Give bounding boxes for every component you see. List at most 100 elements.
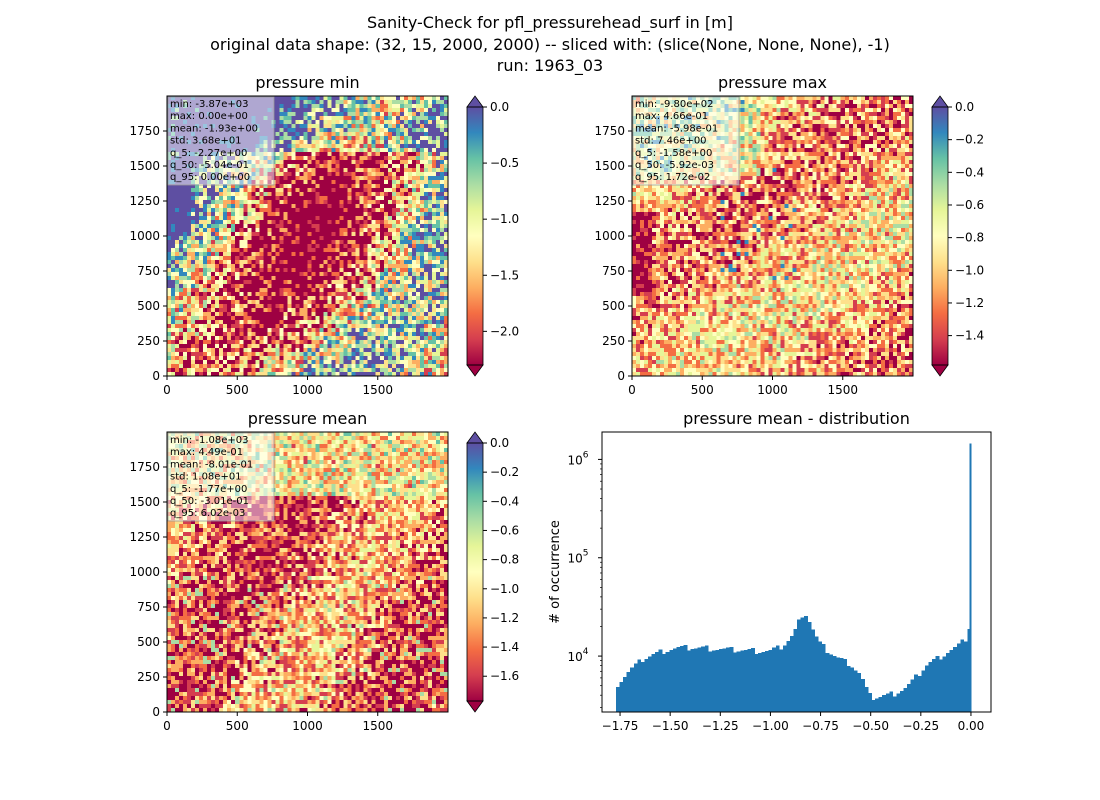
- x-tick-label: −0.25: [902, 719, 939, 733]
- histogram-bar: [910, 679, 915, 712]
- histogram-bar: [750, 648, 755, 712]
- colorbar-tick-label: −1.0: [955, 263, 984, 277]
- histogram-bar: [690, 649, 695, 712]
- histogram-bar: [846, 666, 851, 712]
- stats-line: q_95: 1.72e-02: [635, 172, 710, 183]
- y-tick-label-base: 10: [567, 552, 582, 566]
- x-tick-label: 1500: [827, 383, 858, 397]
- stats-line: q_50: -3.01e-01: [170, 496, 249, 507]
- histogram-bar: [839, 658, 844, 712]
- x-tick-label: 500: [691, 383, 714, 397]
- histogram-bar: [772, 647, 777, 712]
- stats-line: q_5: -1.58e+00: [635, 148, 712, 159]
- y-tick-label: 105: [567, 549, 588, 566]
- stats-box: [167, 432, 275, 522]
- colorbar-tick-label: −1.5: [490, 268, 519, 282]
- colorbar-tick-label: −0.6: [955, 198, 984, 212]
- y-tick-label: 750: [137, 264, 160, 278]
- x-tick-label: 0: [163, 383, 171, 397]
- heatmap-panel-3: pressure mean 0 500 1000 1500 0 250 500 750 1000 1…: [129, 409, 519, 733]
- stats-line: max: 4.66e-01: [635, 111, 708, 122]
- y-tick-label: 104: [567, 647, 588, 664]
- histogram-bar: [683, 644, 688, 712]
- histogram-bar: [963, 641, 968, 712]
- histogram-bar: [782, 645, 787, 712]
- histogram-bar: [676, 647, 681, 712]
- y-axis-label: # of occurrence: [548, 520, 563, 624]
- histogram-bar: [623, 676, 627, 712]
- histogram-bar: [779, 649, 784, 712]
- histogram-bar: [907, 684, 911, 712]
- stats-line: mean: -8.01e-01: [170, 459, 253, 470]
- histogram-bar: [789, 636, 794, 712]
- histogram-bar: [761, 651, 766, 712]
- histogram-bar: [619, 681, 624, 712]
- histogram-bar: [857, 672, 862, 712]
- histogram-bar: [853, 670, 858, 712]
- y-tick-label: 1500: [129, 159, 160, 173]
- x-tick-label: 0: [163, 719, 171, 733]
- colorbar-tick-label: −0.5: [490, 156, 519, 170]
- histogram-bar: [811, 629, 816, 712]
- colorbar-tick-label: −0.4: [955, 165, 984, 179]
- histogram-bar: [633, 663, 638, 712]
- colorbar-tick-label: −0.6: [490, 523, 519, 537]
- histogram-bar: [708, 651, 713, 712]
- stats-line: q_50: -5.04e-01: [170, 160, 249, 171]
- histogram-bar: [960, 639, 965, 712]
- colorbar-frame: [466, 106, 484, 366]
- y-tick-label: 1000: [129, 565, 160, 579]
- y-tick-label: 750: [137, 600, 160, 614]
- histogram-bar: [804, 616, 808, 712]
- histogram-bar: [726, 647, 730, 712]
- x-tick-label: 1000: [292, 383, 323, 397]
- x-tick-label: 1500: [362, 383, 393, 397]
- y-tick-label-exponent: 5: [583, 549, 589, 559]
- x-tick-label: −0.50: [852, 719, 889, 733]
- colorbar-frame: [931, 106, 949, 366]
- y-tick-label: 1750: [129, 124, 160, 138]
- colorbar-tick-label: −0.2: [490, 465, 519, 479]
- y-tick-label: 1000: [129, 229, 160, 243]
- histogram-bar: [637, 659, 642, 712]
- y-tick-label-exponent: 6: [583, 450, 589, 460]
- histogram-bar: [832, 655, 837, 712]
- histogram-bar: [917, 675, 922, 712]
- colorbar-extend-top: [466, 431, 484, 444]
- x-tick-label: −1.25: [702, 719, 739, 733]
- panel-title: pressure min: [255, 73, 359, 92]
- x-tick-label: 0: [628, 383, 636, 397]
- y-tick-label: 1750: [594, 124, 625, 138]
- x-tick-label: −1.50: [652, 719, 689, 733]
- y-tick-label: 1000: [594, 229, 625, 243]
- colorbar-tick-label: −1.0: [490, 582, 519, 596]
- histogram-bar: [825, 653, 830, 712]
- stats-box: [167, 96, 275, 186]
- colorbar-extend-bottom: [931, 364, 949, 377]
- histogram-bar: [694, 648, 698, 712]
- histogram-bar: [775, 645, 780, 712]
- colorbar-tick-label: −0.8: [955, 231, 984, 245]
- histogram-bars: [616, 443, 972, 712]
- histogram-bar: [740, 650, 745, 712]
- colorbar-tick-label: −2.0: [490, 324, 519, 338]
- histogram-bar: [743, 649, 748, 712]
- stats-line: std: 3.68e+01: [170, 136, 242, 147]
- figure-title-line-3: run: 1963_03: [496, 56, 604, 75]
- y-tick-label-base: 10: [567, 650, 582, 664]
- histogram-bar: [669, 650, 674, 712]
- y-tick-label: 1250: [129, 530, 160, 544]
- x-tick-label: −1.75: [602, 719, 639, 733]
- histogram-bar: [793, 629, 798, 712]
- histogram-bar: [942, 656, 947, 712]
- y-tick-label: 250: [602, 334, 625, 348]
- histogram-bar: [949, 650, 954, 712]
- histogram-bar: [658, 649, 663, 712]
- stats-line: min: -3.87e+03: [170, 99, 249, 110]
- heatmap-raster: [632, 96, 914, 377]
- histogram-bar: [647, 656, 652, 712]
- stats-line: std: 1.08e+01: [170, 472, 242, 483]
- y-tick-label-base: 10: [567, 453, 582, 467]
- y-tick-label: 250: [137, 334, 160, 348]
- y-tick-label: 750: [602, 264, 625, 278]
